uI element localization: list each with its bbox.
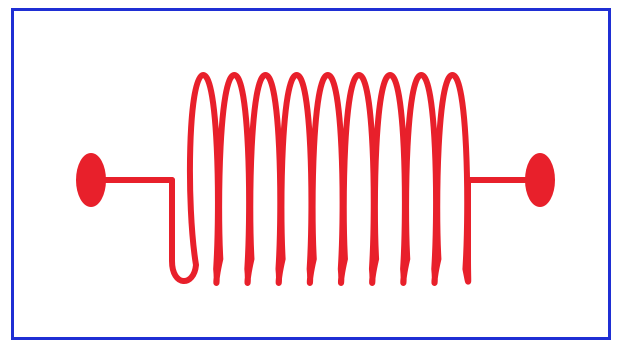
- coil-windings: [169, 72, 472, 286]
- inductor-symbol: [76, 72, 555, 286]
